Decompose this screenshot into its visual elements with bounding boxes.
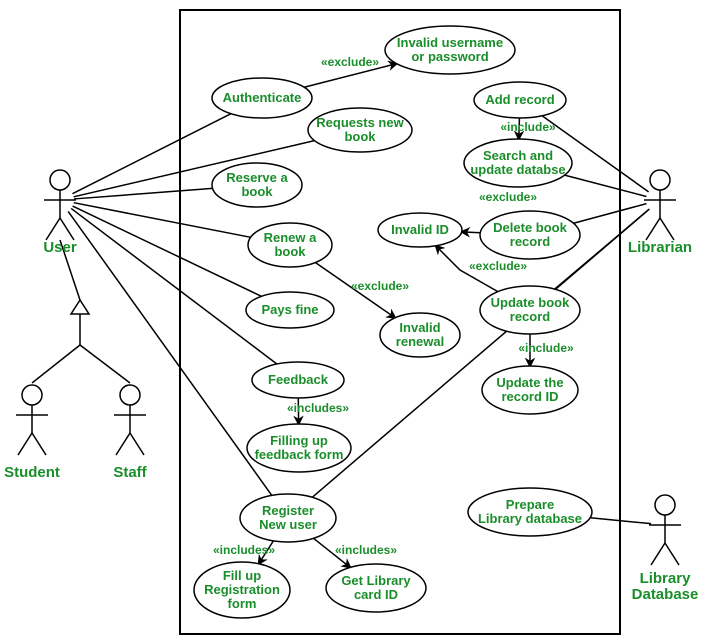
usecase-invalid_id-label: Invalid ID (391, 222, 449, 237)
stereotype-label: «include» (518, 341, 574, 355)
usecase-add_rec: Add record (474, 82, 566, 118)
edge-15 (462, 232, 480, 233)
edge-5 (71, 208, 277, 364)
usecase-inv_renew: Invalidrenewal (380, 313, 460, 357)
generalization-arrowhead (71, 300, 89, 314)
use-case-diagram: Authenticate Invalid usernameor password A… (0, 0, 705, 644)
actor-libdb-label: Library (640, 570, 692, 587)
generalization-student (32, 345, 80, 383)
usecase-reg_form-label: Registration (204, 582, 280, 597)
stereotype-label: «exclude» (321, 55, 379, 69)
usecase-prep_db-label: Library database (478, 511, 582, 526)
usecase-del_rec-label: record (510, 234, 551, 249)
edge-6 (68, 211, 272, 495)
usecase-req_book-label: Requests new (316, 115, 404, 130)
stereotype-label: «exclude» (479, 190, 537, 204)
usecase-auth: Authenticate (212, 78, 312, 118)
usecase-del_rec-label: Delete book (493, 220, 567, 235)
usecase-auth-label: Authenticate (223, 90, 302, 105)
usecase-register-label: Register (262, 503, 314, 518)
usecase-register-label: New user (259, 517, 317, 532)
actor-libdb: LibraryDatabase (632, 495, 699, 603)
usecase-feedback-label: Feedback (268, 372, 329, 387)
usecase-fb_form: Filling upfeedback form (247, 424, 351, 472)
edge-0 (72, 114, 230, 194)
actor-user-label: User (43, 239, 77, 256)
usecase-add_rec-label: Add record (485, 92, 554, 107)
usecase-fb_form-label: feedback form (255, 447, 344, 462)
usecase-renew-label: Renew a (264, 230, 318, 245)
stereotype-label: «include» (500, 120, 556, 134)
usecase-reserve: Reserve abook (212, 163, 302, 207)
usecase-card_id: Get Librarycard ID (326, 564, 426, 612)
usecase-card_id-label: card ID (354, 587, 398, 602)
usecase-reg_form-label: form (228, 596, 257, 611)
usecase-prep_db: PrepareLibrary database (468, 488, 592, 536)
usecase-register: RegisterNew user (240, 494, 336, 542)
usecase-upd_rec: Update bookrecord (480, 286, 580, 334)
usecase-feedback: Feedback (252, 362, 344, 398)
actor-librarian-label: Librarian (628, 239, 692, 256)
usecase-upd_id-label: Update the (496, 375, 563, 390)
usecase-pays_fine: Pays fine (246, 292, 334, 328)
usecase-inv_renew-label: Invalid (399, 320, 440, 335)
stereotype-label: «exclude» (351, 279, 409, 293)
usecase-req_book: Requests newbook (308, 108, 412, 152)
stereotype-label: «includes» (335, 543, 397, 557)
usecase-search_upd: Search andupdate databse (464, 139, 572, 187)
usecase-pays_fine-label: Pays fine (261, 302, 318, 317)
usecase-del_rec: Delete bookrecord (480, 211, 580, 259)
usecase-upd_rec-label: Update book (491, 295, 570, 310)
generalization-staff (80, 345, 130, 383)
usecase-renew: Renew abook (248, 223, 332, 267)
usecase-req_book-label: book (344, 129, 376, 144)
actor-user: User (43, 170, 77, 256)
actor-librarian: Librarian (628, 170, 692, 256)
usecase-search_upd-label: Search and (483, 148, 553, 163)
usecase-reg_form-label: Fill up (223, 568, 261, 583)
usecase-fb_form-label: Filling up (270, 433, 328, 448)
stereotype-label: «exclude» (469, 259, 527, 273)
usecase-upd_id-label: record ID (501, 389, 558, 404)
usecase-invalid_up-label: Invalid username (397, 35, 503, 50)
usecase-card_id-label: Get Library (341, 573, 411, 588)
edge-4 (73, 206, 262, 296)
usecase-renew-label: book (274, 244, 306, 259)
stereotype-label: «includes» (287, 401, 349, 415)
edge-11 (312, 209, 649, 497)
usecase-upd_id: Update therecord ID (482, 366, 578, 414)
usecase-invalid_up: Invalid usernameor password (385, 26, 515, 74)
usecase-inv_renew-label: renewal (396, 334, 444, 349)
usecase-reserve-label: Reserve a (226, 170, 288, 185)
edge-2 (74, 188, 213, 199)
actor-staff: Staff (113, 385, 147, 481)
actor-student-label: Student (4, 464, 60, 481)
usecase-search_upd-label: update databse (470, 162, 565, 177)
usecase-invalid_up-label: or password (411, 49, 488, 64)
edge-8 (565, 175, 647, 196)
actor-staff-label: Staff (113, 464, 147, 481)
usecase-reserve-label: book (241, 184, 273, 199)
actor-libdb-label2: Database (632, 586, 699, 603)
stereotype-label: «includes» (213, 543, 275, 557)
usecase-invalid_id: Invalid ID (378, 213, 462, 247)
usecase-prep_db-label: Prepare (506, 497, 554, 512)
usecase-upd_rec-label: record (510, 309, 551, 324)
usecase-reg_form: Fill upRegistrationform (194, 562, 290, 618)
actor-student: Student (4, 385, 60, 481)
